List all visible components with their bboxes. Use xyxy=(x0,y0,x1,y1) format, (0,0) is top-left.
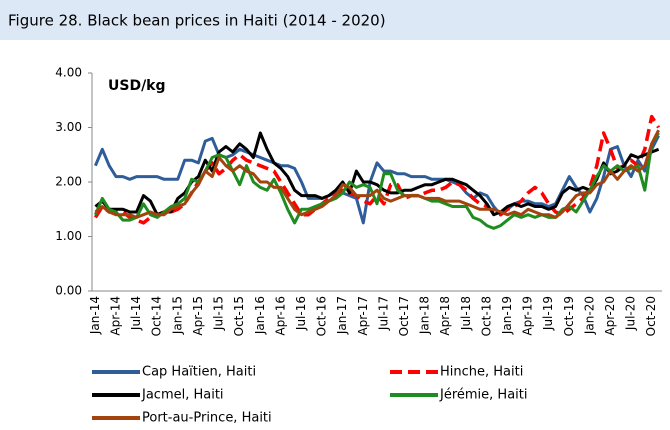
x-tick-label: Jan-16 xyxy=(253,296,267,335)
x-tick-label: Oct-19 xyxy=(562,296,576,336)
x-tick-label: Oct-16 xyxy=(315,296,329,336)
x-tick-label: Oct-17 xyxy=(397,296,411,336)
chart-title: Figure 28. Black bean prices in Haiti (2… xyxy=(8,12,386,30)
x-tick-label: Jan-18 xyxy=(418,296,432,335)
x-tick-label: Jul-14 xyxy=(129,296,143,331)
y-tick-label: 3.00 xyxy=(55,120,82,134)
x-tick-label: Jan-19 xyxy=(500,296,514,335)
x-tick-label: Jul-16 xyxy=(294,296,308,331)
y-tick-label: 2.00 xyxy=(55,175,82,189)
legend-label: Hinche, Haiti xyxy=(440,365,523,380)
legend-label: Port-au-Prince, Haiti xyxy=(142,411,272,426)
legend-label: Cap Haïtien, Haiti xyxy=(142,365,256,380)
x-tick-label: Jul-17 xyxy=(376,296,390,331)
x-tick-label: Jan-20 xyxy=(582,296,596,335)
y-tick-label: 0.00 xyxy=(55,284,82,298)
x-tick-label: Jul-20 xyxy=(624,296,638,331)
y-axis-label: USD/kg xyxy=(108,78,166,94)
x-tick-label: Jan-17 xyxy=(335,296,349,335)
x-tick-label: Oct-15 xyxy=(232,296,246,336)
x-tick-label: Jan-14 xyxy=(88,296,102,335)
x-tick-label: Apr-18 xyxy=(438,296,452,336)
x-tick-label: Jan-15 xyxy=(170,296,184,335)
x-tick-label: Jul-19 xyxy=(541,296,555,331)
x-tick-label: Apr-15 xyxy=(191,296,205,336)
x-tick-label: Oct-18 xyxy=(479,296,493,336)
series-line xyxy=(94,129,660,219)
x-tick-label: Apr-20 xyxy=(603,296,617,336)
series-line xyxy=(94,135,660,225)
y-tick-label: 4.00 xyxy=(55,66,82,80)
x-tick-label: Oct-20 xyxy=(644,296,658,336)
title-bar xyxy=(0,0,670,40)
y-tick-label: 1.00 xyxy=(55,229,82,243)
x-tick-label: Apr-16 xyxy=(273,296,287,336)
x-tick-label: Oct-14 xyxy=(150,296,164,336)
x-tick-label: Apr-14 xyxy=(109,296,123,336)
legend-label: Jacmel, Haiti xyxy=(141,388,224,403)
x-tick-label: Jul-15 xyxy=(212,296,226,331)
series-line xyxy=(94,132,660,230)
x-tick-label: Jul-18 xyxy=(459,296,473,331)
legend-label: Jérémie, Haiti xyxy=(439,388,528,403)
x-tick-label: Apr-19 xyxy=(521,296,535,336)
x-tick-label: Apr-17 xyxy=(356,296,370,336)
